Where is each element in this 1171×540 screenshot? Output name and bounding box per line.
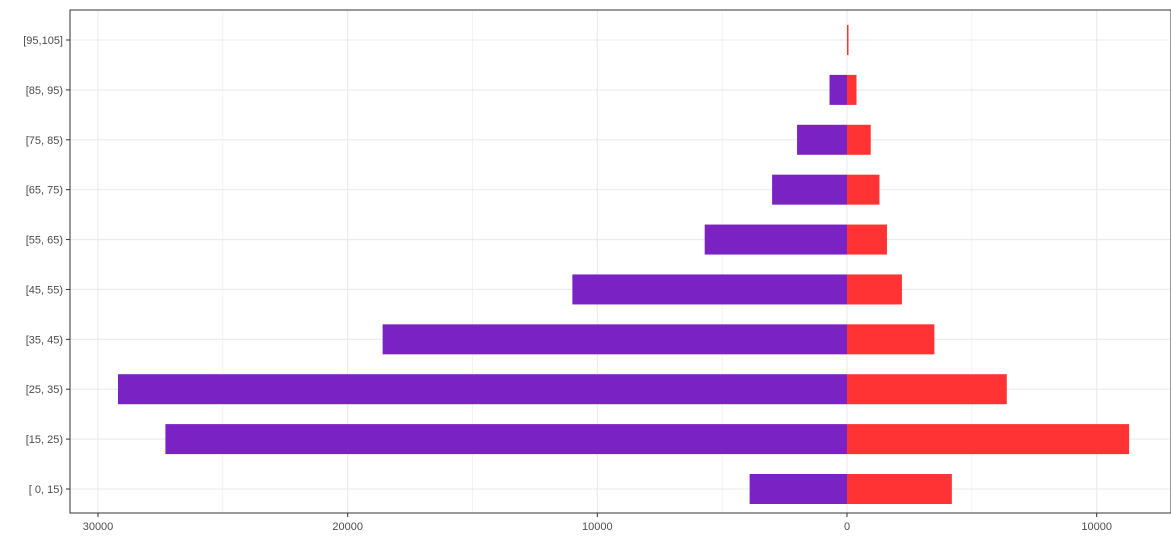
bar-left	[165, 424, 847, 455]
y-axis: [ 0, 15) [15, 25) [25, 35) [35, 45) [45, 55)…	[23, 35, 70, 496]
bar-right	[847, 424, 1130, 455]
bar-right	[847, 174, 880, 205]
bar-left	[704, 224, 847, 255]
y-tick-label: [15, 25)	[26, 434, 63, 446]
y-tick-label: [95,105]	[23, 35, 63, 47]
bar-right	[847, 74, 857, 105]
bar-layer	[117, 25, 1130, 504]
y-tick-label: [75, 85)	[26, 135, 63, 147]
x-tick-label: 20000	[332, 521, 363, 533]
x-tick-label: 30000	[83, 521, 114, 533]
bar-left	[797, 124, 847, 155]
bar-left	[829, 74, 847, 105]
y-tick-label: [ 0, 15)	[29, 484, 63, 496]
y-tick-label: [65, 75)	[26, 185, 63, 197]
y-tick-label: [25, 35)	[26, 384, 63, 396]
y-tick-label: [35, 45)	[26, 334, 63, 346]
y-tick-label: [45, 55)	[26, 284, 63, 296]
bar-right	[847, 25, 849, 55]
bar-right	[847, 274, 902, 305]
y-tick-label: [85, 95)	[26, 85, 63, 97]
panel-border	[69, 9, 1171, 514]
bar-left	[749, 474, 847, 504]
bar-right	[847, 324, 935, 355]
x-tick-label: 0	[844, 521, 850, 533]
y-tick-label: [55, 65)	[26, 235, 63, 247]
bar-right	[847, 374, 1007, 405]
x-tick-label: 10000	[582, 521, 613, 533]
bar-right	[847, 224, 887, 255]
x-axis: 30000 20000 10000 0 10000	[83, 513, 1112, 533]
bar-left	[382, 324, 847, 355]
bar-left	[117, 374, 848, 405]
bar-left	[572, 274, 847, 305]
bar-left	[772, 174, 847, 205]
bar-right	[847, 124, 871, 155]
bar-right	[847, 474, 952, 504]
x-tick-label: 10000	[1081, 521, 1112, 533]
